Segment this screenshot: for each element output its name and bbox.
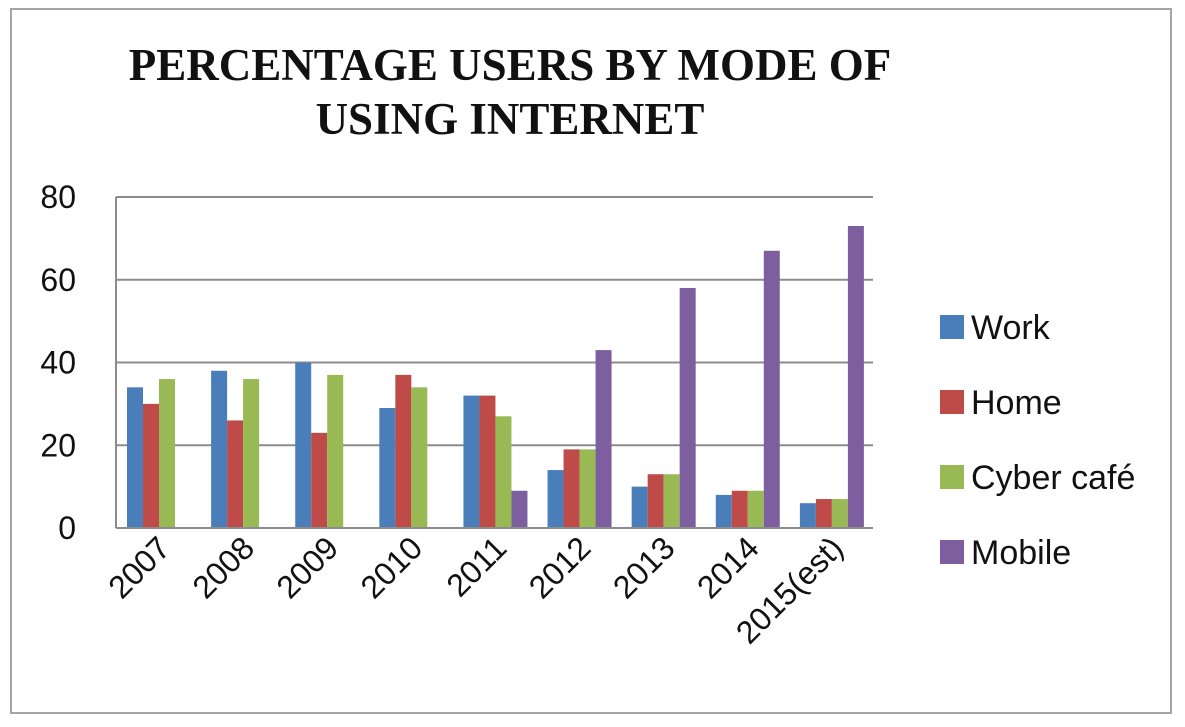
y-tick-label: 60 (40, 262, 76, 298)
x-tick-label: 2007 (101, 529, 177, 605)
y-tick-label: 80 (40, 179, 76, 215)
bar-home-2010 (395, 374, 412, 528)
bar-work-2007 (127, 387, 143, 528)
bar-home-2009 (311, 432, 328, 528)
legend-swatch (940, 315, 964, 339)
legend-label: Cyber café (971, 459, 1135, 497)
bar-work-2008 (211, 370, 228, 528)
bar-cyber-caf--2010 (411, 387, 428, 528)
y-tick-label: 0 (58, 510, 76, 546)
bar-cyber-caf--2011 (495, 416, 512, 528)
bar-work-2012 (547, 470, 564, 528)
legend-swatch (940, 540, 964, 564)
x-tick-label: 2012 (522, 529, 598, 605)
bar-mobile-2014 (763, 250, 780, 528)
bar-cyber-caf--2009 (327, 374, 344, 528)
x-tick-label: 2014 (690, 529, 766, 605)
bar-cyber-caf--2015-est- (831, 499, 848, 528)
bar-mobile-2015-est- (847, 225, 864, 528)
x-tick-label: 2013 (606, 529, 682, 605)
bar-home-2011 (479, 395, 496, 528)
legend-swatch (940, 390, 964, 414)
bar-home-2012 (563, 449, 580, 528)
y-tick-label: 40 (40, 345, 76, 381)
bar-work-2010 (379, 408, 396, 528)
bar-cyber-caf--2007 (159, 379, 175, 528)
chart-title-line-2: USING INTERNET (315, 94, 705, 144)
x-tick-label: 2010 (354, 529, 430, 605)
legend-label: Work (971, 309, 1051, 347)
y-tick-label: 20 (40, 427, 76, 463)
bar-home-2007 (143, 403, 159, 528)
x-tick-label: 2011 (439, 529, 513, 603)
bar-mobile-2013 (679, 288, 696, 528)
bar-work-2013 (631, 486, 648, 528)
bar-home-2013 (647, 474, 664, 528)
bar-work-2014 (715, 494, 732, 528)
legend-swatch (940, 465, 964, 489)
bar-home-2015-est- (815, 499, 832, 528)
chart-title: PERCENTAGE USERS BY MODE OF USING INTERN… (0, 38, 1020, 146)
x-tick-label: 2008 (185, 529, 261, 605)
bar-cyber-caf--2008 (243, 379, 260, 528)
bar-work-2015-est- (799, 503, 816, 528)
bar-cyber-caf--2014 (747, 490, 764, 528)
chart-frame (10, 8, 1172, 714)
bar-mobile-2011 (511, 490, 528, 528)
bar-mobile-2012 (595, 350, 612, 528)
legend-label: Mobile (971, 534, 1071, 572)
bar-home-2008 (227, 420, 244, 528)
legend-label: Home (971, 384, 1062, 422)
x-tick-label: 2009 (269, 529, 345, 605)
bar-home-2014 (731, 490, 748, 528)
bar-work-2011 (463, 395, 480, 528)
bar-cyber-caf--2012 (579, 449, 596, 528)
chart-title-line-1: PERCENTAGE USERS BY MODE OF (128, 40, 892, 90)
bar-cyber-caf--2013 (663, 474, 680, 528)
bar-work-2009 (295, 362, 312, 528)
